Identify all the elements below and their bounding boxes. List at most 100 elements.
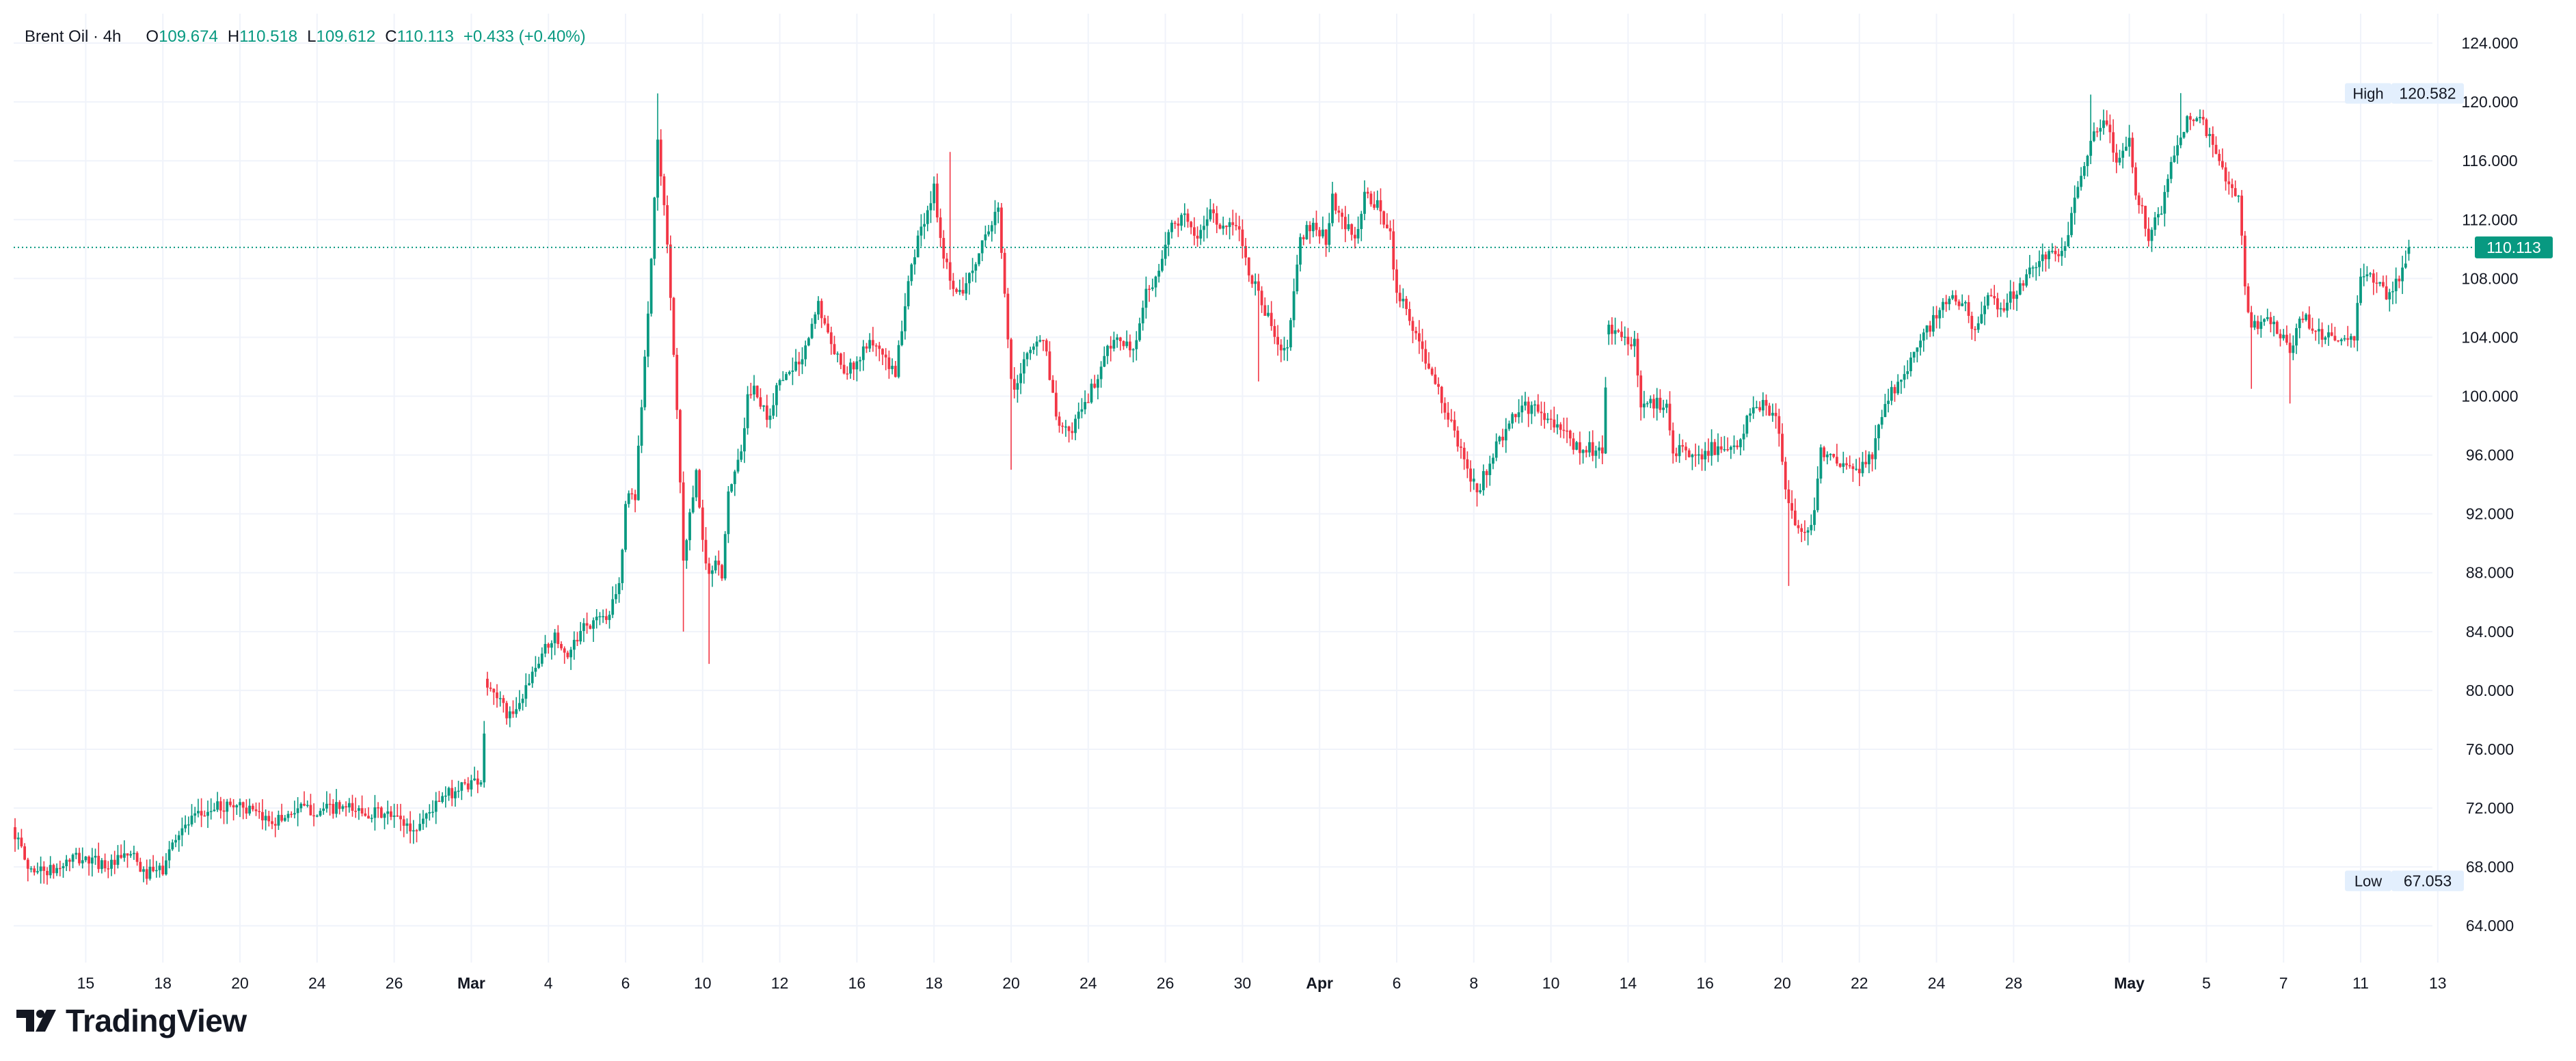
candle-body[interactable] [1989,295,1993,297]
candle-body[interactable] [1700,454,1704,459]
candle-body[interactable] [319,811,322,816]
candle-body[interactable] [1131,349,1135,351]
candle-body[interactable] [666,205,669,245]
candle-body[interactable] [1138,323,1141,340]
candle-body[interactable] [717,561,721,565]
candle-body[interactable] [1161,258,1164,271]
candle-body[interactable] [2054,250,2057,254]
candle-body[interactable] [534,667,537,672]
candle-body[interactable] [496,692,498,699]
candle-body[interactable] [239,802,241,805]
candle-body[interactable] [90,857,94,864]
candle-body[interactable] [498,698,502,699]
candle-body[interactable] [1418,333,1421,342]
candle-body[interactable] [884,354,887,358]
candle-body[interactable] [746,394,749,429]
candle-body[interactable] [630,493,634,495]
candle-body[interactable] [900,331,904,345]
candle-body[interactable] [1976,323,1980,330]
candle-body[interactable] [2076,187,2080,198]
candle-body[interactable] [2050,250,2054,252]
candle-body[interactable] [788,371,791,375]
candle-body[interactable] [306,805,309,806]
candle-body[interactable] [2154,217,2157,230]
candle-body[interactable] [100,860,103,870]
candle-body[interactable] [1356,229,1360,239]
candle-body[interactable] [1954,295,1957,301]
candle-body[interactable] [1900,379,1903,382]
candle-body[interactable] [1739,439,1742,448]
candle-body[interactable] [145,869,148,879]
candle-body[interactable] [431,811,434,814]
candle-body[interactable] [16,837,20,840]
candle-body[interactable] [1016,383,1019,390]
candle-body[interactable] [2352,336,2356,341]
candle-body[interactable] [2137,195,2141,206]
candle-body[interactable] [155,870,158,872]
candle-body[interactable] [2082,165,2086,176]
candle-body[interactable] [778,380,781,386]
candle-body[interactable] [615,594,617,600]
candle-body[interactable] [399,816,402,820]
candle-body[interactable] [1870,454,1874,459]
candle-body[interactable] [133,852,135,855]
candle-body[interactable] [521,699,524,703]
candle-body[interactable] [855,361,859,370]
candle-body[interactable] [1504,429,1507,441]
candle-body[interactable] [1617,330,1620,332]
candle-body[interactable] [2067,234,2070,247]
candle-body[interactable] [264,816,267,821]
candle-body[interactable] [1386,224,1388,228]
candle-body[interactable] [2233,188,2237,196]
candle-body[interactable] [1980,314,1983,323]
candle-body[interactable] [1793,510,1797,526]
candle-body[interactable] [1768,405,1771,416]
candle-body[interactable] [1942,301,1944,310]
candle-body[interactable] [78,852,81,863]
candle-body[interactable] [2141,205,2144,206]
candle-body[interactable] [1816,479,1819,511]
candle-body[interactable] [190,816,193,824]
candle-body[interactable] [528,683,531,686]
candle-body[interactable] [1765,400,1768,406]
candle-body[interactable] [1427,363,1430,369]
candle-body[interactable] [328,803,332,805]
candle-body[interactable] [23,846,26,860]
candle-body[interactable] [2118,157,2121,163]
candle-body[interactable] [582,623,585,631]
candle-body[interactable] [229,801,232,805]
candle-body[interactable] [142,869,145,872]
candle-body[interactable] [592,620,595,629]
candle-body[interactable] [1061,425,1064,427]
candle-body[interactable] [1636,338,1639,376]
candle-body[interactable] [29,868,33,870]
candle-body[interactable] [1222,226,1225,229]
candle-body[interactable] [206,811,209,816]
candle-body[interactable] [486,678,489,688]
candle-body[interactable] [2018,283,2022,295]
candle-body[interactable] [923,224,926,227]
candle-body[interactable] [454,791,457,798]
candle-body[interactable] [2237,196,2240,197]
candle-body[interactable] [621,550,624,583]
candle-body[interactable] [33,868,36,873]
candle-body[interactable] [1443,403,1447,413]
candle-body[interactable] [1408,309,1411,321]
candle-body[interactable] [1122,340,1125,347]
candle-body[interactable] [75,852,78,855]
candle-body[interactable] [1566,430,1568,432]
candle-body[interactable] [823,318,827,324]
candle-body[interactable] [965,283,968,294]
candle-body[interactable] [345,806,347,808]
candle-body[interactable] [438,801,441,803]
candle-body[interactable] [367,816,370,819]
candle-body[interactable] [971,270,974,273]
candle-body[interactable] [2301,319,2305,321]
candle-body[interactable] [836,353,840,355]
candle-body[interactable] [97,855,100,870]
candle-body[interactable] [55,868,58,874]
candle-body[interactable] [2012,291,2015,299]
candle-body[interactable] [563,648,566,653]
candle-body[interactable] [1324,229,1328,245]
candle-body[interactable] [386,811,390,814]
